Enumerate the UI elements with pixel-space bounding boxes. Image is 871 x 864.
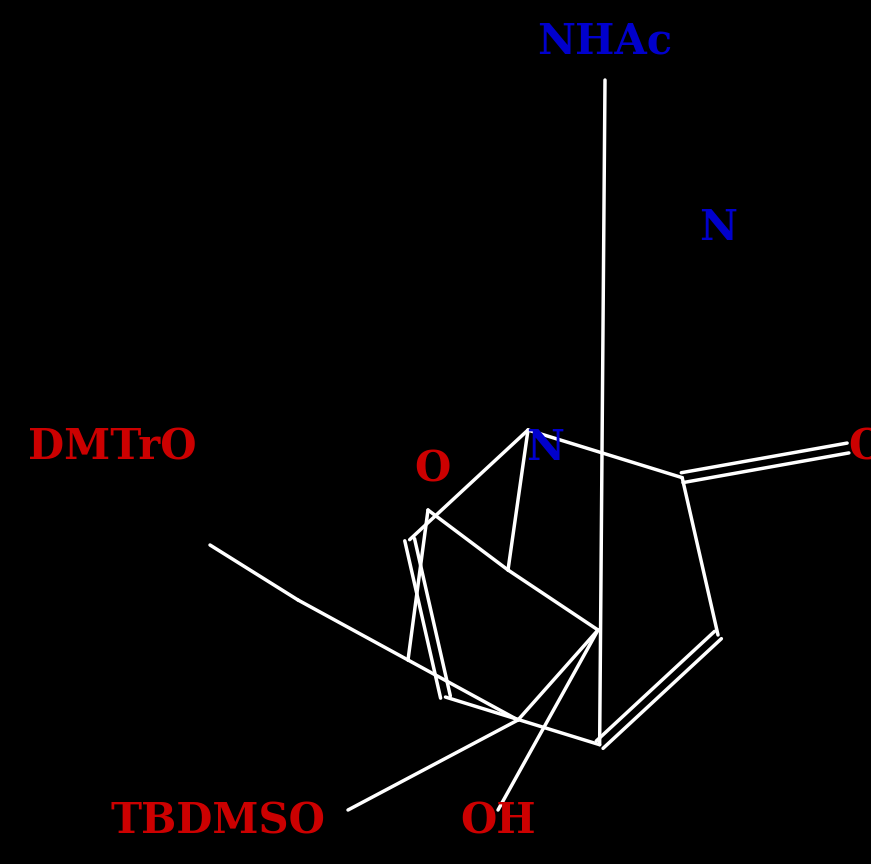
- Text: OH: OH: [460, 801, 536, 843]
- Text: N: N: [526, 427, 564, 469]
- Text: TBDMSO: TBDMSO: [111, 801, 326, 843]
- Text: DMTrO: DMTrO: [28, 427, 197, 469]
- Text: N: N: [699, 207, 737, 249]
- Text: NHAc: NHAc: [537, 21, 672, 63]
- Text: O: O: [848, 427, 871, 469]
- Text: O: O: [414, 449, 450, 491]
